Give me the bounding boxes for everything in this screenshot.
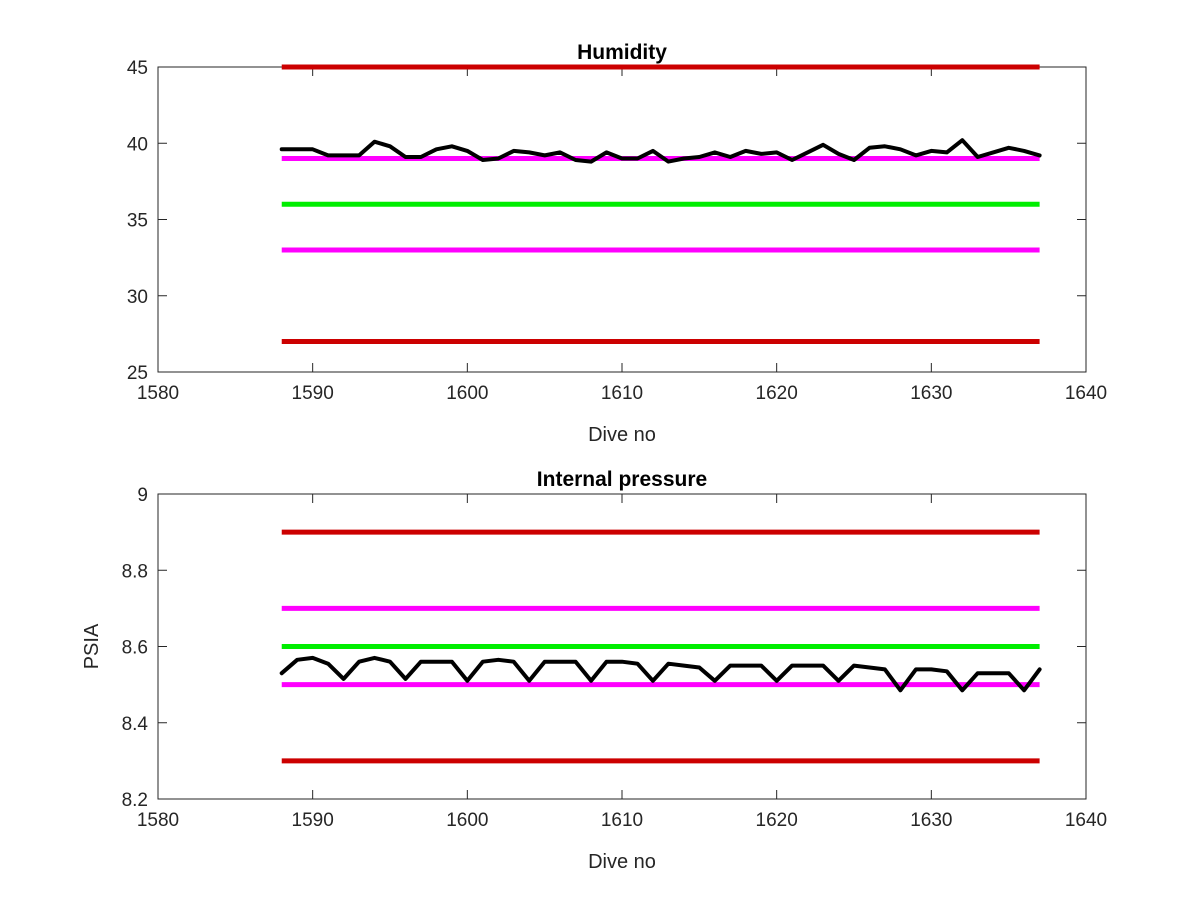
y-tick-label: 40: [127, 134, 148, 155]
data-series-line: [279, 138, 1042, 164]
chart-panel-1: 1580 1590 1600 1610 1620 1630 1640 25 30 35 40 45 Hu…: [127, 41, 1107, 446]
y-tick-label: 8.2: [122, 790, 148, 811]
y-tick-label: 35: [127, 211, 148, 232]
x-axis-label: Dive no: [588, 424, 656, 446]
x-tick-label: 1600: [446, 810, 488, 831]
chart-title: Humidity: [577, 41, 667, 64]
x-tick-label: 1580: [137, 383, 179, 404]
y-tick-label: 8.4: [122, 714, 149, 735]
y-tick-label: 8.6: [122, 638, 148, 659]
chart-panel-2: 1580 1590 1600 1610 1620 1630 1640 8.2 8.4 8.6 8.8…: [81, 468, 1107, 873]
x-tick-label: 1640: [1065, 383, 1107, 404]
x-tick-label: 1580: [137, 810, 179, 831]
x-tick-label: 1610: [601, 383, 643, 404]
x-tick-label: 1630: [910, 810, 952, 831]
x-tick-label: 1620: [756, 383, 798, 404]
axes-frame: [157, 66, 1087, 373]
y-tick-label: 8.8: [122, 561, 148, 582]
x-tick-label: 1590: [292, 383, 334, 404]
x-tick-label: 1600: [446, 383, 488, 404]
y-tick-label: 45: [127, 58, 148, 79]
chart-title: Internal pressure: [537, 468, 707, 491]
y-axis-label: PSIA: [81, 623, 103, 669]
y-tick-label: 30: [127, 287, 148, 308]
x-tick-label: 1620: [756, 810, 798, 831]
data-series-line: [279, 655, 1042, 693]
x-tick-label: 1640: [1065, 810, 1107, 831]
x-tick-label: 1590: [292, 810, 334, 831]
y-tick-label: 9: [137, 485, 148, 506]
x-tick-label: 1610: [601, 810, 643, 831]
x-tick-label: 1630: [910, 383, 952, 404]
x-axis-label: Dive no: [588, 851, 656, 873]
y-tick-label: 25: [127, 363, 148, 384]
